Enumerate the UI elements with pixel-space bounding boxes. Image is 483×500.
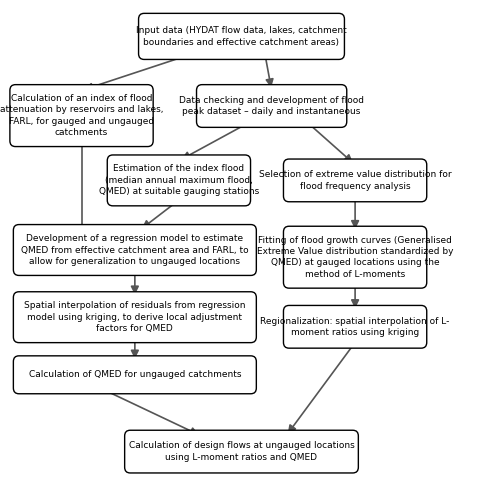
FancyBboxPatch shape xyxy=(284,306,427,348)
Text: Fitting of flood growth curves (Generalised
Extreme Value distribution standardi: Fitting of flood growth curves (Generali… xyxy=(257,236,454,279)
FancyBboxPatch shape xyxy=(139,14,344,60)
FancyBboxPatch shape xyxy=(10,84,153,146)
FancyBboxPatch shape xyxy=(14,224,256,276)
Text: Spatial interpolation of residuals from regression
model using kriging, to deriv: Spatial interpolation of residuals from … xyxy=(24,301,245,333)
Text: Input data (HYDAT flow data, lakes, catchment
boundaries and effective catchment: Input data (HYDAT flow data, lakes, catc… xyxy=(136,26,347,46)
Text: Calculation of QMED for ungauged catchments: Calculation of QMED for ungauged catchme… xyxy=(28,370,241,380)
FancyBboxPatch shape xyxy=(197,84,347,128)
Text: Calculation of design flows at ungauged locations
using L-moment ratios and QMED: Calculation of design flows at ungauged … xyxy=(128,442,355,462)
Text: Selection of extreme value distribution for
flood frequency analysis: Selection of extreme value distribution … xyxy=(259,170,452,190)
FancyBboxPatch shape xyxy=(107,155,251,206)
FancyBboxPatch shape xyxy=(125,430,358,473)
Text: Development of a regression model to estimate
QMED from effective catchment area: Development of a regression model to est… xyxy=(21,234,249,266)
FancyBboxPatch shape xyxy=(14,356,256,394)
Text: Calculation of an index of flood
attenuation by reservoirs and lakes,
FARL, for : Calculation of an index of flood attenua… xyxy=(0,94,163,138)
FancyBboxPatch shape xyxy=(284,226,427,288)
Text: Regionalization: spatial interpolation of L-
moment ratios using kriging: Regionalization: spatial interpolation o… xyxy=(260,316,450,337)
Text: Estimation of the index flood
(median annual maximum flood,
QMED) at suitable ga: Estimation of the index flood (median an… xyxy=(99,164,259,196)
FancyBboxPatch shape xyxy=(14,292,256,343)
Text: Data checking and development of flood
peak dataset – daily and instantaneous: Data checking and development of flood p… xyxy=(179,96,364,116)
FancyBboxPatch shape xyxy=(284,159,427,202)
